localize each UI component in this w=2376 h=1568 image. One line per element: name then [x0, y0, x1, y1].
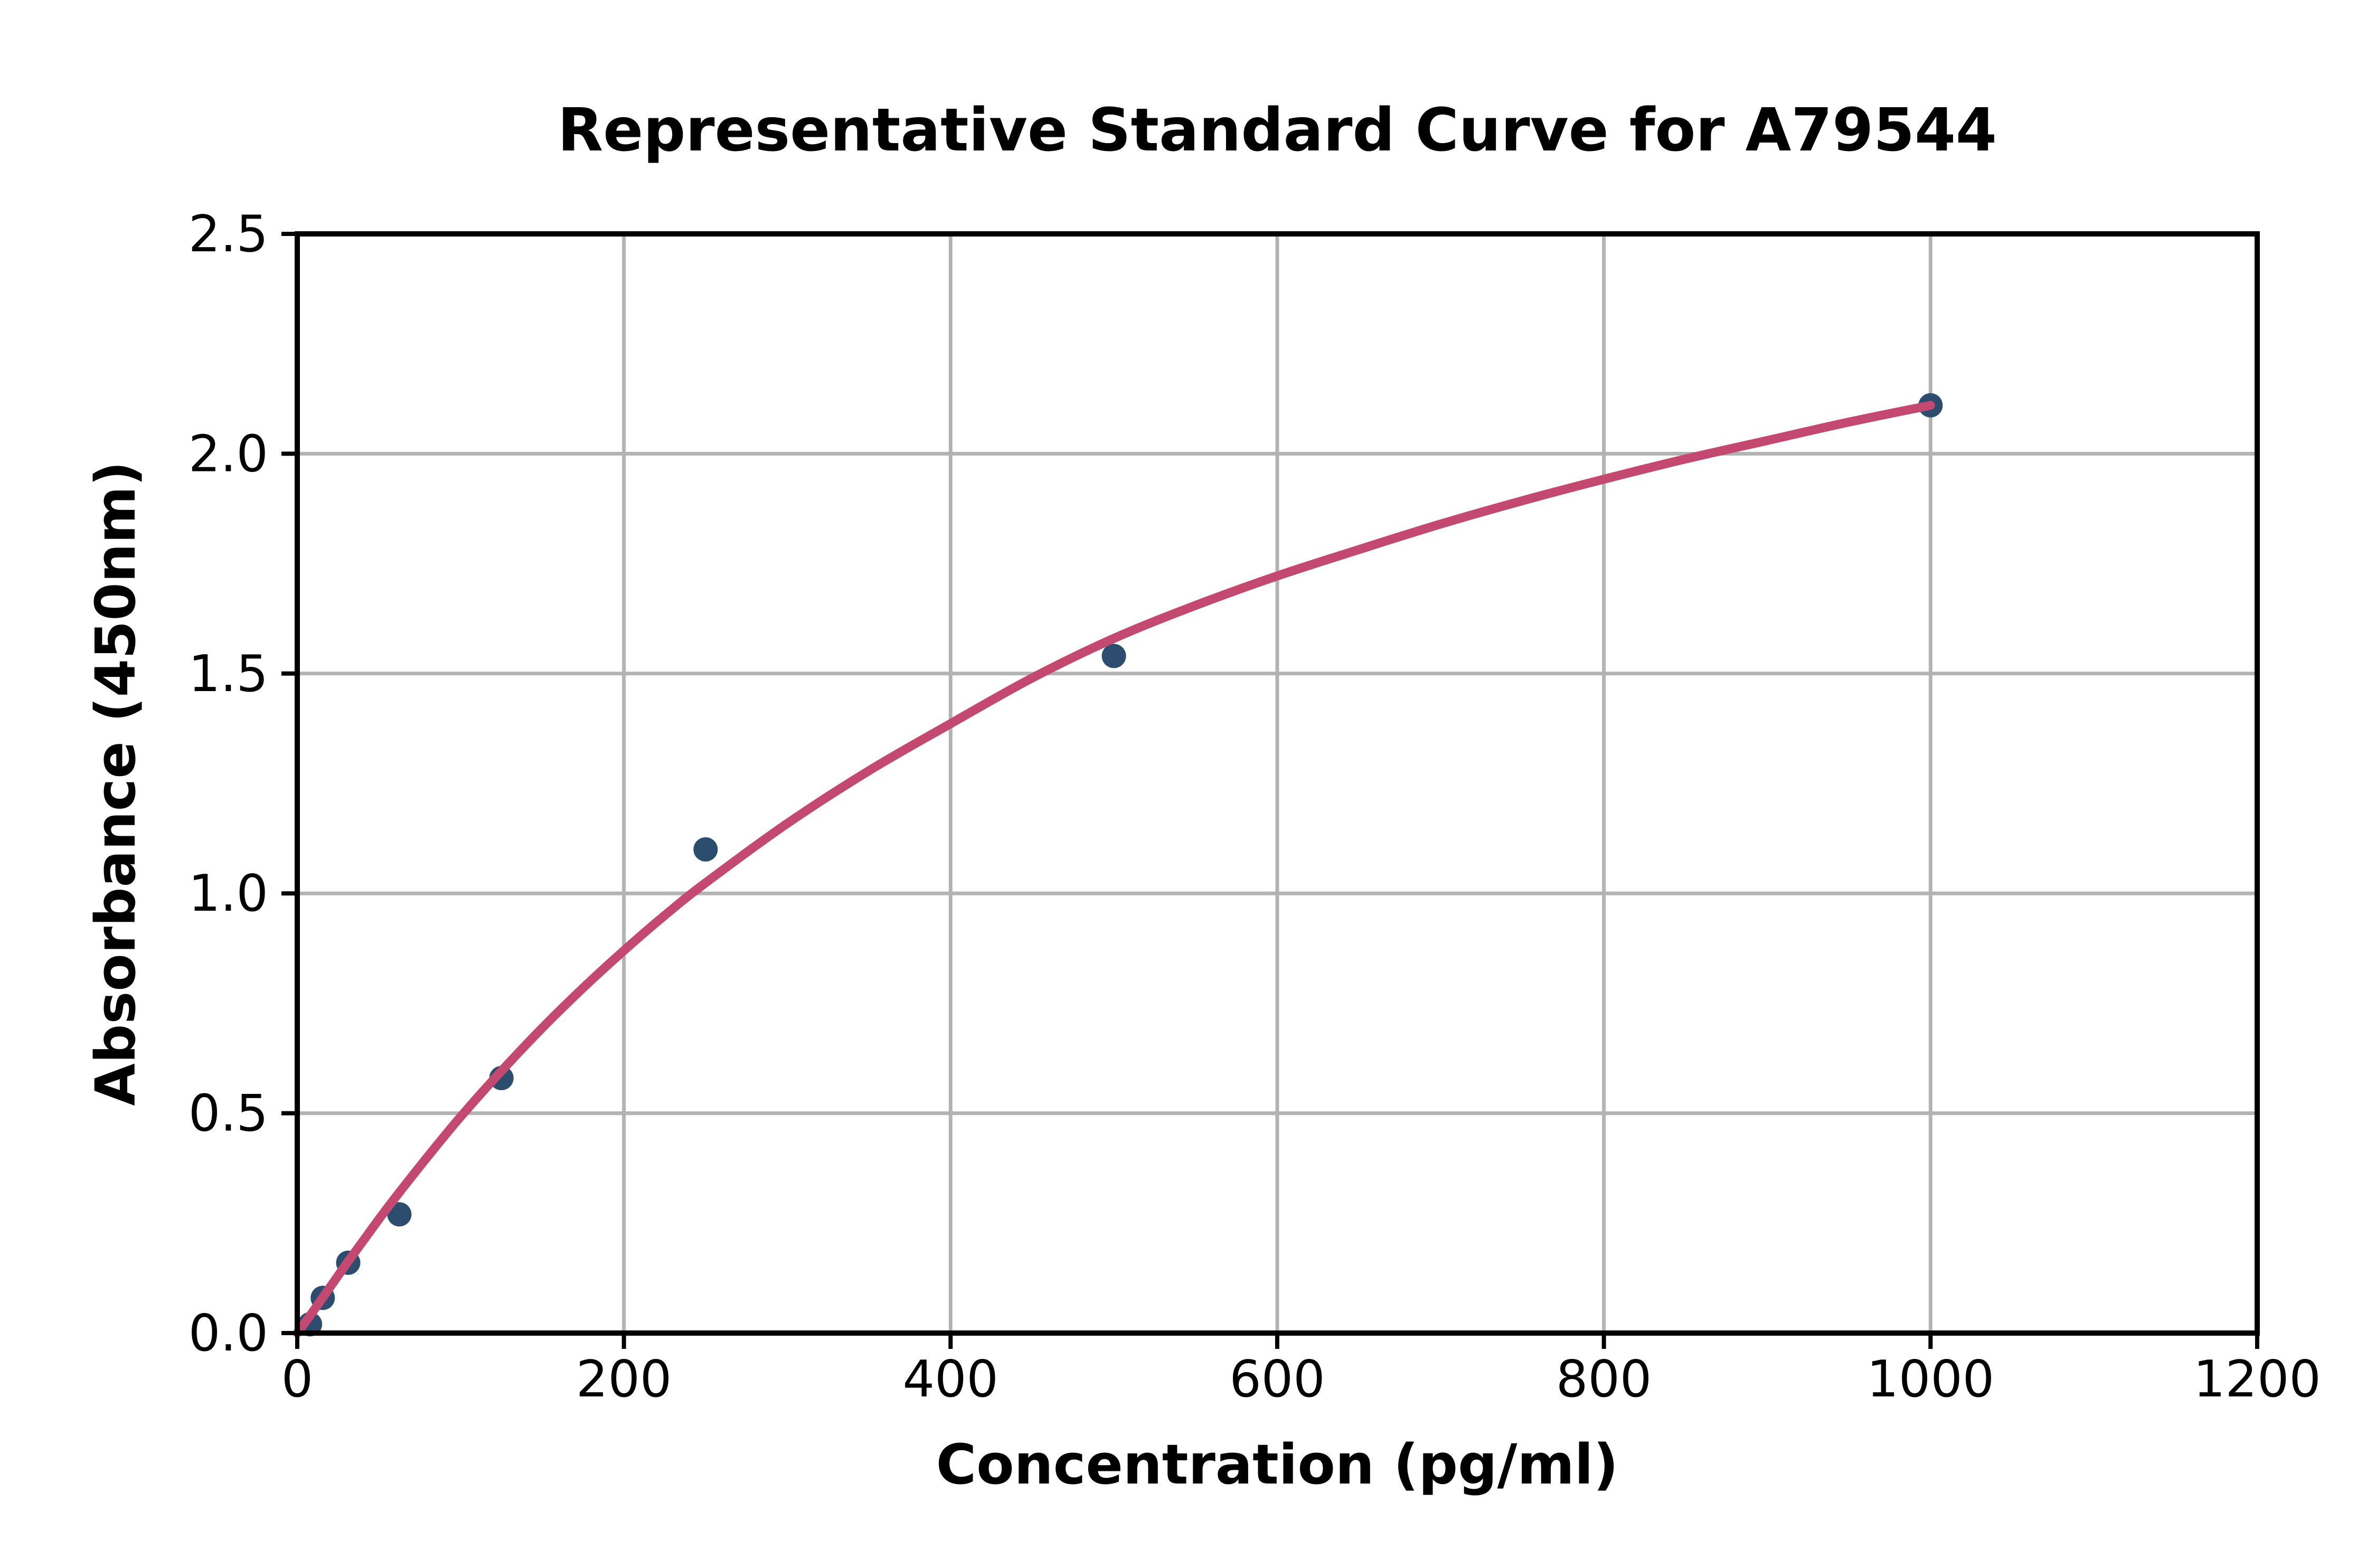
y-axis-label: Absorbance (450nm)	[83, 461, 148, 1106]
y-tick-label: 0.5	[188, 1085, 268, 1143]
x-tick-label: 400	[903, 1350, 998, 1409]
y-tick-labels: 0.0 0.5 1.0 1.5 2.0 2.5	[188, 205, 268, 1363]
axis-ticks	[281, 232, 2259, 1349]
x-tick-label: 1200	[2193, 1350, 2321, 1409]
x-tick-label: 800	[1556, 1350, 1652, 1409]
data-point	[1101, 644, 1126, 668]
grid-lines	[297, 234, 2257, 1333]
y-tick-label: 2.5	[188, 205, 268, 263]
y-tick-label: 0.0	[188, 1305, 268, 1363]
chart-title: Representative Standard Curve for A79544	[558, 96, 1997, 165]
x-tick-labels: 0 200 400 600 800 1000 1200	[281, 1350, 2321, 1409]
x-axis-label: Concentration (pg/ml)	[936, 1432, 1618, 1497]
fit-curve-line	[293, 401, 1935, 1338]
y-tick-label: 1.0	[188, 865, 268, 923]
y-tick-label: 1.5	[188, 645, 268, 703]
data-point	[693, 837, 718, 862]
x-tick-label: 200	[576, 1350, 672, 1409]
x-tick-label: 600	[1229, 1350, 1325, 1409]
x-tick-label: 1000	[1866, 1350, 1994, 1409]
data-point	[387, 1202, 412, 1227]
x-tick-label: 0	[281, 1350, 313, 1409]
y-tick-label: 2.0	[188, 425, 268, 483]
